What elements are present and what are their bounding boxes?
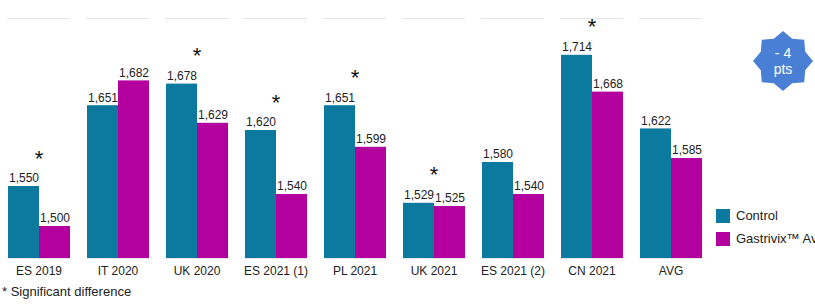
svg-text:1,678: 1,678 bbox=[167, 69, 197, 83]
svg-text:1,651: 1,651 bbox=[88, 91, 118, 105]
svg-text:1,529: 1,529 bbox=[404, 188, 434, 202]
svg-text:1,540: 1,540 bbox=[514, 179, 544, 193]
svg-text:*: * bbox=[272, 90, 281, 115]
svg-text:1,500: 1,500 bbox=[40, 211, 70, 225]
svg-text:AVG: AVG bbox=[659, 264, 683, 278]
svg-text:1,651: 1,651 bbox=[325, 91, 355, 105]
svg-text:1,585: 1,585 bbox=[672, 143, 702, 157]
svg-text:1,540: 1,540 bbox=[277, 179, 307, 193]
svg-text:1,550: 1,550 bbox=[9, 171, 39, 185]
svg-text:1,580: 1,580 bbox=[483, 147, 513, 161]
html-text:- 4 pts: - 4 pts bbox=[773, 45, 793, 77]
html-text:* Significant difference: * Significant difference bbox=[2, 284, 132, 299]
svg-text:ES 2021 (1): ES 2021 (1) bbox=[244, 264, 308, 278]
svg-text:1,714: 1,714 bbox=[562, 40, 592, 54]
svg-text:PL 2021: PL 2021 bbox=[333, 264, 378, 278]
svg-text:1,622: 1,622 bbox=[641, 114, 671, 128]
svg-text:1,599: 1,599 bbox=[356, 132, 386, 146]
svg-text:ES 2021 (2): ES 2021 (2) bbox=[481, 264, 545, 278]
svg-text:1,525: 1,525 bbox=[435, 191, 465, 205]
svg-text:*: * bbox=[430, 162, 439, 187]
svg-text:1,682: 1,682 bbox=[119, 66, 149, 80]
html-text:Control: Control bbox=[736, 208, 778, 223]
svg-text:*: * bbox=[588, 14, 597, 39]
svg-text:CN 2021: CN 2021 bbox=[568, 264, 616, 278]
svg-text:UK 2021: UK 2021 bbox=[411, 264, 458, 278]
svg-text:1,620: 1,620 bbox=[246, 115, 276, 129]
svg-text:1,629: 1,629 bbox=[198, 108, 228, 122]
svg-text:ES 2019: ES 2019 bbox=[16, 264, 62, 278]
svg-text:*: * bbox=[35, 146, 44, 171]
svg-text:1,668: 1,668 bbox=[593, 77, 623, 91]
svg-text:*: * bbox=[193, 43, 202, 68]
svg-text:*: * bbox=[351, 65, 360, 90]
svg-text:IT 2020: IT 2020 bbox=[98, 264, 139, 278]
svg-text:UK 2020: UK 2020 bbox=[174, 264, 221, 278]
